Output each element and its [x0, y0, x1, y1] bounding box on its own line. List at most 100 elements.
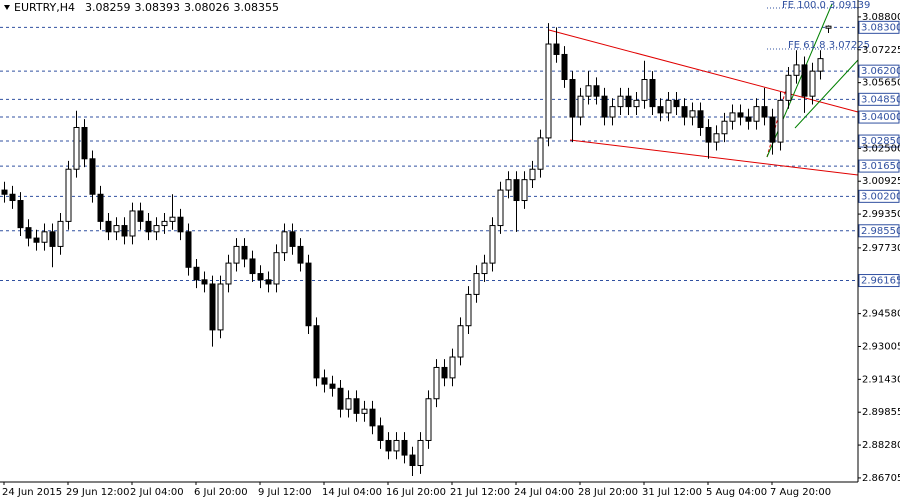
y-tick-label: 2.86705 [862, 473, 900, 484]
candle-body [345, 398, 352, 410]
candle-body [121, 225, 128, 237]
candle-body [49, 231, 56, 247]
candle-body [729, 112, 736, 122]
candle-body [73, 126, 80, 170]
last-close: 3.08355 [234, 1, 280, 14]
candle-body [369, 408, 376, 427]
candle-body [657, 106, 664, 114]
candle-body [825, 25, 832, 29]
candle-body [665, 99, 672, 114]
candle-body [697, 110, 704, 128]
last-open: 3.08259 [85, 1, 131, 14]
candle-body [129, 210, 136, 237]
candle-body [465, 293, 472, 327]
candle-body [385, 439, 392, 452]
y-tick-label: 3.07225 [862, 45, 900, 56]
candle-body [801, 64, 808, 97]
candle-body [337, 387, 344, 410]
candle-body [529, 168, 536, 181]
candle-body [745, 116, 752, 122]
y-tick-label: 3.00925 [862, 176, 900, 187]
candle-body [313, 325, 320, 379]
level-label: 3.04850 [861, 94, 900, 105]
trend-line [569, 139, 859, 176]
level-box [858, 64, 900, 78]
candle-body [777, 99, 784, 143]
x-tick-label: 21 Jul 12:00 [450, 487, 510, 498]
candle-body [57, 220, 64, 247]
fibo-label: FE 100.0 3.09139 [782, 0, 870, 11]
level-label: 2.98550 [861, 226, 900, 237]
candle-body [401, 439, 408, 456]
candle-body [113, 225, 120, 233]
candle-body [641, 78, 648, 101]
candle-body [281, 231, 288, 254]
candle-body [425, 398, 432, 441]
candle-body [689, 110, 696, 118]
candle-body [473, 273, 480, 295]
candle-body [817, 58, 824, 72]
candle-body [201, 279, 208, 285]
candle-body [9, 193, 16, 202]
candle-body [721, 120, 728, 135]
candle-body [393, 439, 400, 452]
candle-body [545, 43, 552, 139]
candle-body [409, 454, 416, 467]
x-tick-label: 2 Jul 04:00 [130, 487, 184, 498]
level-label: 3.01650 [861, 161, 900, 172]
candle-body [449, 356, 456, 379]
x-tick-label: 5 Aug 04:00 [706, 487, 767, 498]
candle-body [561, 53, 568, 80]
last-low: 3.08026 [184, 1, 230, 14]
candle-body [65, 168, 72, 222]
candle-body [81, 126, 88, 160]
candle-body [353, 398, 360, 414]
candle-body [1, 189, 8, 195]
candle-body [433, 366, 440, 400]
x-tick-label: 24 Jun 2015 [2, 487, 62, 498]
candle-body [297, 245, 304, 264]
candle-body [585, 85, 592, 97]
candle-body [417, 439, 424, 467]
x-tick-label: 31 Jul 12:00 [642, 487, 702, 498]
x-tick-label: 16 Jul 20:00 [386, 487, 446, 498]
level-box [858, 20, 900, 34]
y-tick-label: 2.91430 [862, 374, 900, 385]
candle-body [489, 225, 496, 264]
level-label: 3.08300 [861, 22, 900, 33]
candle-body [377, 425, 384, 441]
y-tick-label: 2.93005 [862, 341, 900, 352]
candle-body [705, 126, 712, 143]
level-box [858, 224, 900, 238]
candle-body [177, 216, 184, 233]
level-label: 3.04000 [861, 112, 900, 123]
candle-body [601, 95, 608, 118]
candle-body [97, 193, 104, 222]
candle-body [617, 95, 624, 108]
y-tick-label: 3.05650 [862, 78, 900, 89]
level-label: 3.02850 [861, 136, 900, 147]
header: EURTRY,H4 3.08259 3.08393 3.08026 3.08355 [14, 1, 279, 14]
candle-body [505, 179, 512, 191]
candle-body [481, 262, 488, 275]
candle-body [681, 106, 688, 118]
candle-body [209, 283, 216, 331]
level-box [858, 159, 900, 173]
last-high: 3.08393 [135, 1, 181, 14]
candle-body [145, 220, 152, 233]
x-tick-label: 9 Jul 12:00 [258, 487, 312, 498]
candle-body [809, 70, 816, 97]
candle-body [753, 106, 760, 122]
x-tick-label: 7 Aug 20:00 [770, 487, 831, 498]
candle-body [497, 189, 504, 227]
candle-body [193, 266, 200, 281]
y-tick-label: 2.88280 [862, 440, 900, 451]
candle-body [153, 225, 160, 233]
candle-body [673, 99, 680, 108]
candle-body [593, 85, 600, 97]
menu-arrow[interactable] [4, 5, 10, 10]
candle-body [249, 258, 256, 275]
candle-body [33, 237, 40, 243]
candle-body [273, 252, 280, 285]
